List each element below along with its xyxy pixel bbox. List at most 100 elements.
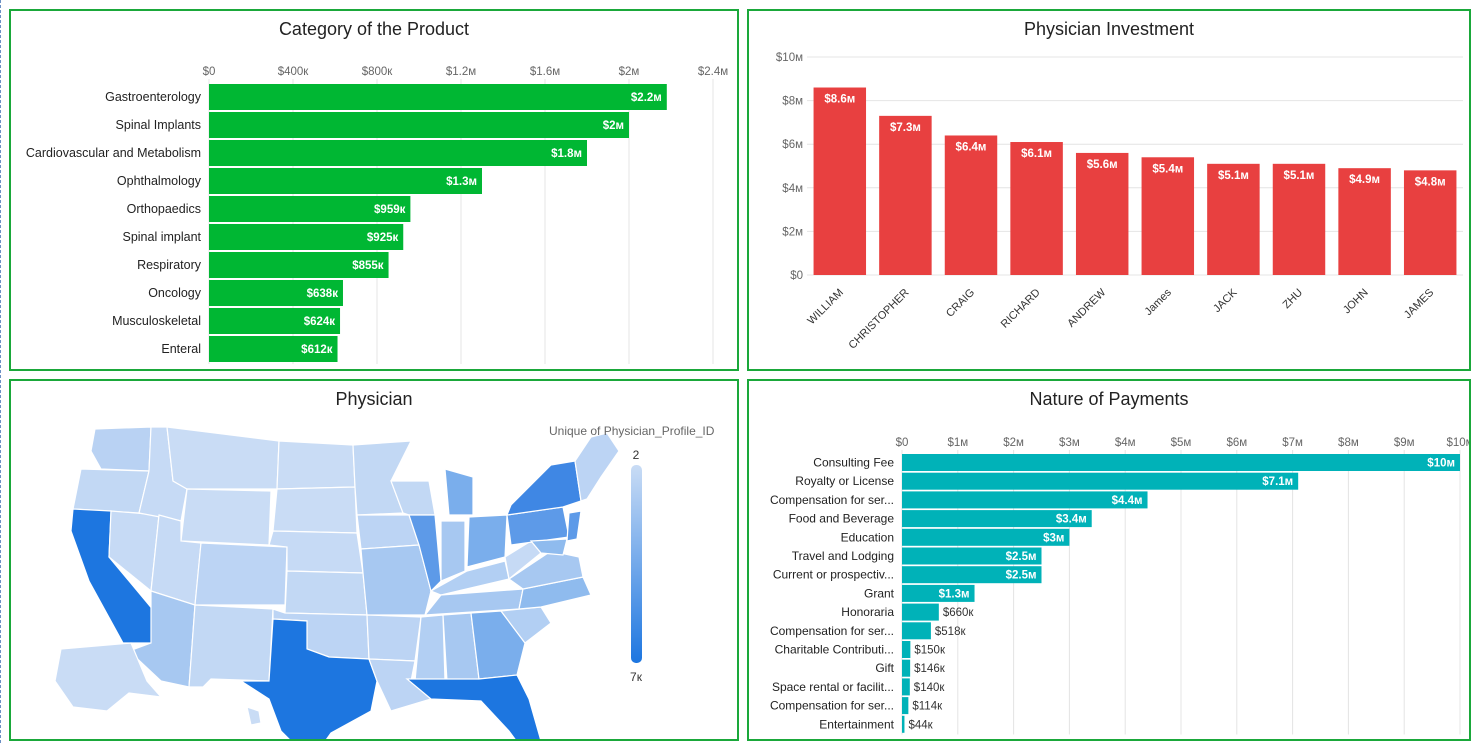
bar[interactable] [902,454,1460,471]
map-region-ohio[interactable] [466,514,508,568]
map-region-new-england[interactable] [574,432,620,502]
bar[interactable] [209,252,389,278]
category-label: Respiratory [137,258,202,272]
map-region-new-york[interactable] [506,460,582,516]
x-tick-label: James [1143,286,1175,318]
map-region-south-dakota[interactable] [272,486,358,534]
bar[interactable] [902,678,910,696]
y-tick-label: $0 [790,270,803,282]
value-label: $44к [908,719,933,731]
value-label: $2.2м [631,92,662,104]
bar[interactable] [209,280,343,306]
map-region-new-mexico[interactable] [188,604,274,688]
map-region-texas[interactable] [238,618,378,739]
bar[interactable] [902,622,931,640]
value-label: $612к [301,344,333,356]
bar[interactable] [879,115,932,275]
bar[interactable] [902,584,975,602]
chart-nature-of-payments[interactable]: $0 $1м $2м $3м $4м $5м $6м $7м $8м $9м $10м Consult… [749,381,1469,739]
panel-physician-investment[interactable]: Physician Investment $0 $2м $4м $6м $8м $10м $… [747,9,1471,371]
map-region-virginia[interactable] [507,550,584,590]
legend-color-ramp [631,465,642,663]
chart-category-of-product[interactable]: $0 $400к $800к $1.2м $1.6м $2м $2.4м Gastroente… [11,11,737,369]
map-region-hawaii[interactable] [246,706,262,726]
category-label: Charitable Contributi... [775,643,894,657]
bar[interactable] [902,566,1042,584]
map-region-montana[interactable] [166,426,280,490]
bar[interactable] [209,112,629,138]
bar[interactable] [1010,142,1063,275]
category-label: Spinal implant [122,230,201,244]
value-label: $5.1м [1284,170,1315,182]
bar[interactable] [209,336,338,362]
category-label: Oncology [148,286,202,300]
bar[interactable] [902,715,905,733]
map-region-new-jersey[interactable] [566,510,582,542]
map-region-oregon[interactable] [72,468,150,514]
x-tick-label: $800к [362,66,394,78]
bar[interactable] [902,547,1042,565]
map-region-north-carolina[interactable] [518,576,592,610]
bar[interactable] [209,196,411,222]
value-label: $4.9м [1349,174,1380,186]
map-region-florida[interactable] [405,674,542,739]
bar[interactable] [209,308,341,334]
map-region-wyoming[interactable] [180,488,272,546]
bar[interactable] [1272,163,1326,275]
map-region-washington[interactable] [90,426,152,472]
panel-physician-map[interactable]: Physician [9,379,739,741]
bar[interactable] [902,510,1092,528]
panel-category-of-product[interactable]: Category of the Product $0 $400к $800к $1.2… [9,9,739,371]
map-region-arkansas[interactable] [366,614,422,662]
value-label: $3.4м [1056,514,1087,526]
bar[interactable] [1403,170,1457,275]
bar[interactable] [209,168,482,194]
category-label: Grant [864,586,895,600]
bar[interactable] [902,491,1148,509]
bar[interactable] [813,87,867,276]
value-label: $5.6м [1087,159,1118,171]
legend-max-label: 7к [630,670,643,684]
bar[interactable] [902,697,909,715]
chart-physician-map[interactable]: Unique of Physician_Profile_ID 2 7к [11,381,737,739]
map-region-georgia[interactable] [470,610,526,680]
value-label: $6.1м [1021,148,1052,160]
x-tick-label: $6м [1226,437,1247,449]
chart-physician-investment[interactable]: $0 $2м $4м $6м $8м $10м $8.6м WILLIAM $7.3м CHRIS… [749,11,1469,369]
bar[interactable] [902,603,939,621]
map-region-illinois[interactable] [408,514,442,593]
us-map[interactable] [54,426,620,739]
category-label: Compensation for ser... [770,699,894,713]
x-tick-label: $2м [619,66,640,78]
value-label: $140к [914,682,946,694]
value-label: $925к [367,232,399,244]
map-region-indiana[interactable] [440,520,466,582]
map-region-alaska[interactable] [54,642,163,712]
bar[interactable] [209,84,667,110]
legend-title: Unique of Physician_Profile_ID [549,424,715,438]
bar[interactable] [209,140,587,166]
bar[interactable] [902,659,911,677]
map-region-iowa[interactable] [356,514,420,550]
bar[interactable] [902,641,911,658]
bar[interactable] [902,528,1070,546]
map-region-colorado[interactable] [194,542,288,606]
map-region-maryland[interactable] [529,538,568,556]
y-tick-label: $10м [776,52,803,64]
map-region-kansas[interactable] [284,570,368,616]
bar[interactable] [209,224,404,250]
value-label: $5.1м [1218,170,1249,182]
bar[interactable] [1141,157,1195,275]
bar[interactable] [1075,152,1129,275]
map-region-michigan[interactable] [444,468,474,516]
category-label: Orthopaedics [127,202,201,216]
bar[interactable] [902,472,1299,490]
x-tick-label: $1м [947,437,968,449]
panel-nature-of-payments[interactable]: Nature of Payments $0 $1м $2м $3м $4м $5м $6м $… [747,379,1471,741]
map-region-north-dakota[interactable] [276,440,356,490]
value-label: $959к [374,204,406,216]
bar[interactable] [1338,168,1391,275]
bar[interactable] [1207,163,1260,275]
map-region-missouri[interactable] [360,544,432,616]
bar[interactable] [944,135,998,275]
